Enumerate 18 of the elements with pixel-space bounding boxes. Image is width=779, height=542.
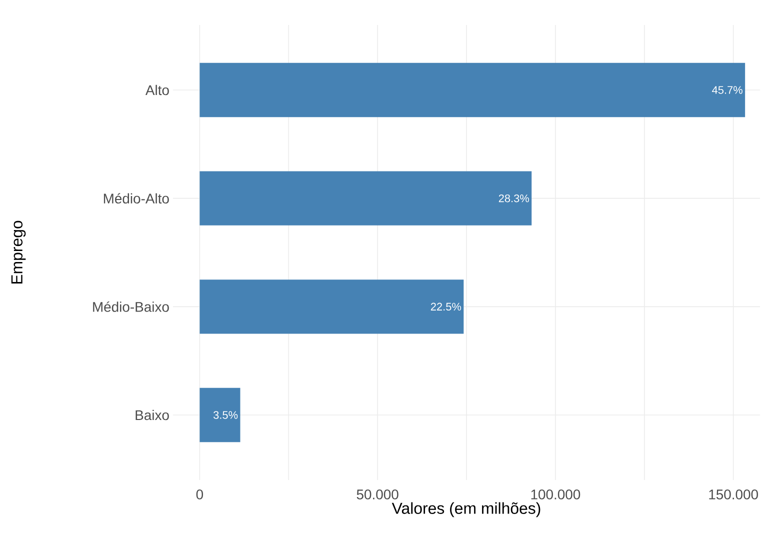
- x-axis-title: Valores (em milhões): [392, 502, 540, 518]
- annotation: 28.3%: [498, 194, 530, 202]
- x-tick-label: 100.000: [531, 490, 580, 500]
- bar: [200, 280, 464, 334]
- y-axis-title: Emprego: [11, 220, 26, 284]
- y-tick-label: Alto: [145, 84, 169, 96]
- annotation: 3.5%: [213, 411, 238, 419]
- x-tick-label: 50.000: [356, 490, 398, 500]
- annotation: 45.7%: [712, 86, 742, 94]
- y-tick-label: Baixo: [136, 410, 169, 420]
- annotation: 22.5%: [430, 302, 462, 311]
- bar: [200, 171, 532, 226]
- bar: [200, 62, 746, 118]
- y-tick-label: Médio-Alto: [104, 193, 169, 204]
- bar: [200, 388, 240, 442]
- x-tick-label: 150.000: [709, 490, 758, 500]
- x-tick-label: 0: [196, 490, 204, 500]
- y-tick-label: Médio-Baixo: [93, 301, 169, 312]
